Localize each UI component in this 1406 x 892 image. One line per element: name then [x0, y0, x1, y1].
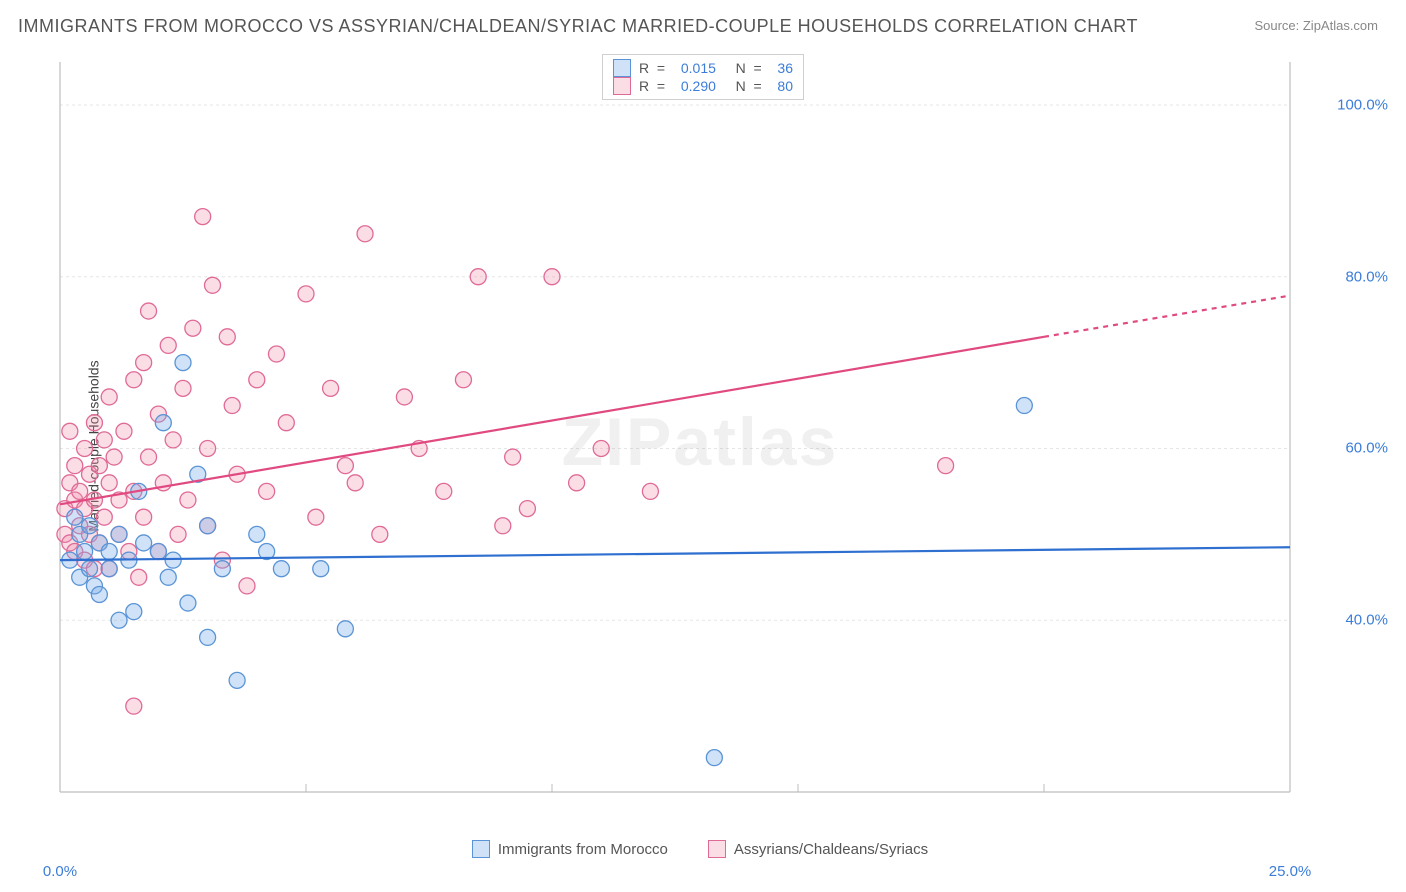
legend-swatch	[708, 840, 726, 858]
legend-r-value: 0.015	[681, 60, 716, 76]
y-tick-label: 60.0%	[1345, 440, 1388, 457]
x-tick-label: 25.0%	[1269, 863, 1312, 880]
correlation-legend: R = 0.015 N = 36R = 0.290 N = 80	[602, 54, 804, 100]
legend-swatch	[472, 840, 490, 858]
legend-n-label: N =	[724, 78, 770, 94]
legend-n-value: 36	[777, 60, 793, 76]
legend-n-label: N =	[724, 60, 770, 76]
legend-r-value: 0.290	[681, 78, 716, 94]
source-link[interactable]: ZipAtlas.com	[1303, 18, 1378, 33]
chart-svg	[50, 52, 1350, 832]
legend-swatch	[613, 77, 631, 95]
source-attribution: Source: ZipAtlas.com	[1254, 18, 1378, 33]
legend-row: R = 0.290 N = 80	[613, 77, 793, 95]
chart-title: IMMIGRANTS FROM MOROCCO VS ASSYRIAN/CHAL…	[18, 16, 1138, 37]
y-tick-label: 100.0%	[1337, 96, 1388, 113]
series-legend-item: Immigrants from Morocco	[472, 840, 668, 858]
series-name: Assyrians/Chaldeans/Syriacs	[734, 841, 928, 858]
legend-n-value: 80	[777, 78, 793, 94]
legend-r-label: R =	[639, 78, 673, 94]
series-legend: Immigrants from Morocco Assyrians/Chaldea…	[50, 840, 1350, 858]
plot-area: ZIPatlas	[50, 52, 1350, 832]
x-tick-label: 0.0%	[43, 863, 77, 880]
series-legend-item: Assyrians/Chaldeans/Syriacs	[708, 840, 928, 858]
series-name: Immigrants from Morocco	[498, 841, 668, 858]
legend-swatch	[613, 59, 631, 77]
chart-container: IMMIGRANTS FROM MOROCCO VS ASSYRIAN/CHAL…	[0, 0, 1406, 892]
y-tick-label: 80.0%	[1345, 268, 1388, 285]
source-label: Source:	[1254, 18, 1302, 33]
legend-row: R = 0.015 N = 36	[613, 59, 793, 77]
y-tick-label: 40.0%	[1345, 612, 1388, 629]
legend-r-label: R =	[639, 60, 673, 76]
